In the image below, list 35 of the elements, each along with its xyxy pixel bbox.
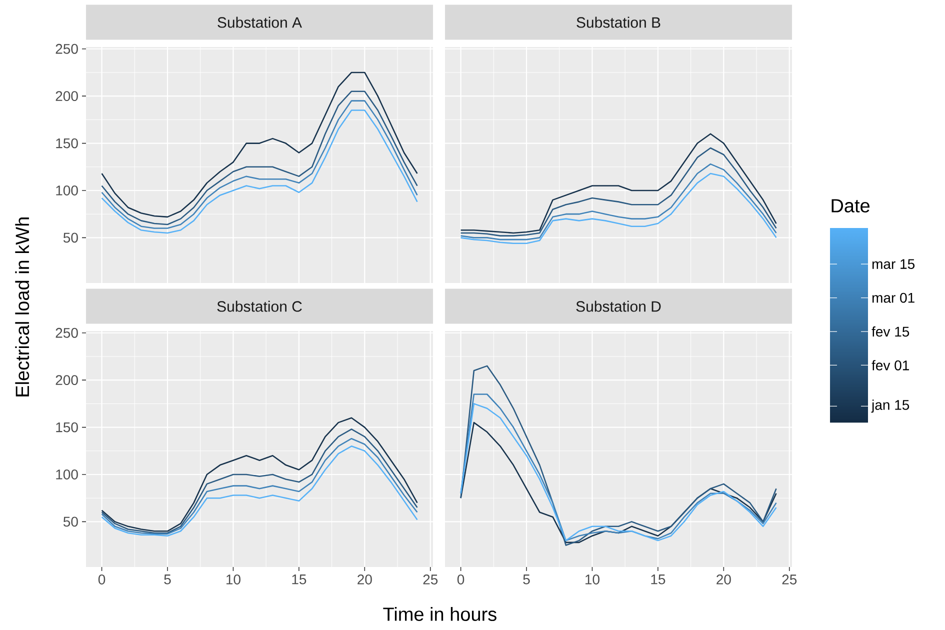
y-tick-label: 250 (56, 44, 78, 54)
x-tick-label: 15 (651, 574, 666, 584)
line-series (101, 72, 418, 218)
y-tick-label: 250 (56, 328, 78, 338)
y-tick-label: 100 (56, 186, 78, 196)
color-bar-label: fev 15 (872, 326, 910, 337)
x-axis-title: Time in hours (383, 607, 496, 621)
y-tick-label: 50 (63, 232, 78, 243)
chart-title: Substation D (576, 300, 661, 312)
x-tick-label: 20 (358, 574, 372, 584)
y-tick-label: 150 (56, 138, 78, 148)
x-tick-label: 25 (423, 574, 438, 584)
y-axis-title: Electrical load in kWh (15, 218, 30, 396)
chart-title: Substation C (217, 300, 302, 312)
color-bar-label: jan 15 (871, 400, 910, 413)
x-tick-label: 5 (523, 574, 530, 584)
chart-title: Substation A (218, 16, 302, 28)
x-tick-label: 15 (292, 574, 306, 584)
color-bar-label: fev 01 (872, 360, 909, 370)
x-tick-label: 10 (586, 574, 600, 584)
x-tick-label: 0 (98, 574, 106, 584)
color-bar-label: mar 01 (872, 292, 914, 303)
color-bar-label: mar 15 (872, 259, 915, 269)
y-tick-label: 100 (56, 470, 78, 480)
x-tick-label: 20 (716, 574, 731, 584)
y-tick-label: 200 (56, 91, 78, 102)
y-tick-label: 50 (63, 516, 78, 527)
x-tick-label: 10 (226, 574, 240, 584)
chart-title: Substation B (576, 16, 660, 28)
y-tick-label: 150 (56, 422, 78, 432)
x-tick-label: 25 (782, 574, 797, 584)
x-tick-label: 0 (457, 574, 464, 584)
color-bar-title: Date (832, 199, 870, 212)
x-tick-label: 5 (164, 574, 171, 584)
y-tick-label: 200 (56, 375, 78, 386)
